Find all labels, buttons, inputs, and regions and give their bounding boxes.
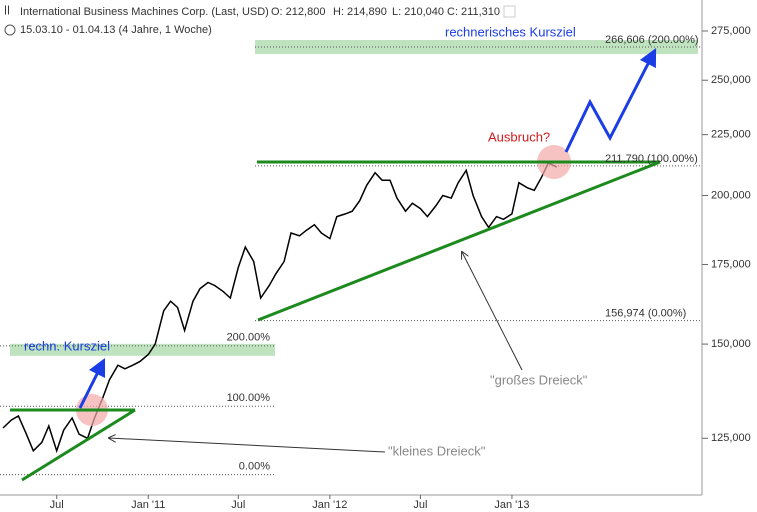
y-tick-label: 225,000 [711,129,751,141]
annotation: "kleines Dreieck" [388,443,486,458]
quote: O: 212,800 [271,6,325,18]
y-tick-label: 200,000 [711,189,751,201]
subtitle: 15.03.10 - 01.04.13 (4 Jahre, 1 Woche) [20,24,212,36]
level-label: 211,790 (100.00%) [605,153,698,165]
x-tick-label: Jan '12 [312,499,347,511]
level-label: 0.00% [239,461,270,473]
y-tick-label: 250,000 [711,74,751,86]
chart-title: International Business Machines Corp. (L… [20,6,269,18]
level-label: 266,606 (200.00%) [605,34,699,46]
annotation: Ausbruch? [488,129,550,144]
level-label: 156,974 (0.00%) [605,308,686,320]
quote: H: 214,890 [333,6,387,18]
clock-icon [4,24,16,36]
annotation: rechnerisches Kursziel [445,24,576,39]
quote: C: 211,310 [447,6,500,18]
y-tick-label: 125,000 [711,432,751,444]
icon: ꟾꟾ [4,5,10,18]
drawings [10,47,661,482]
x-tick-label: Jan '13 [494,499,529,511]
y-tick-label: 175,000 [711,258,751,270]
annotation: rechn. Kursziel [24,338,110,353]
target-band [10,343,275,356]
x-tick-label: Jul [50,499,64,511]
y-tick-label: 150,000 [711,338,751,350]
quote: L: 210,040 [392,6,444,18]
x-tick-label: Jan '11 [131,499,165,511]
level-label: 100.00% [227,392,271,404]
level-label: 200.00% [227,332,271,344]
x-tick-label: Jul [231,499,245,511]
x-tick-label: Jul [413,499,427,511]
target-band [255,39,698,54]
y-tick-label: 275,000 [711,25,751,37]
settings-box[interactable] [503,5,516,18]
annotation: "großes Dreieck" [490,372,588,387]
